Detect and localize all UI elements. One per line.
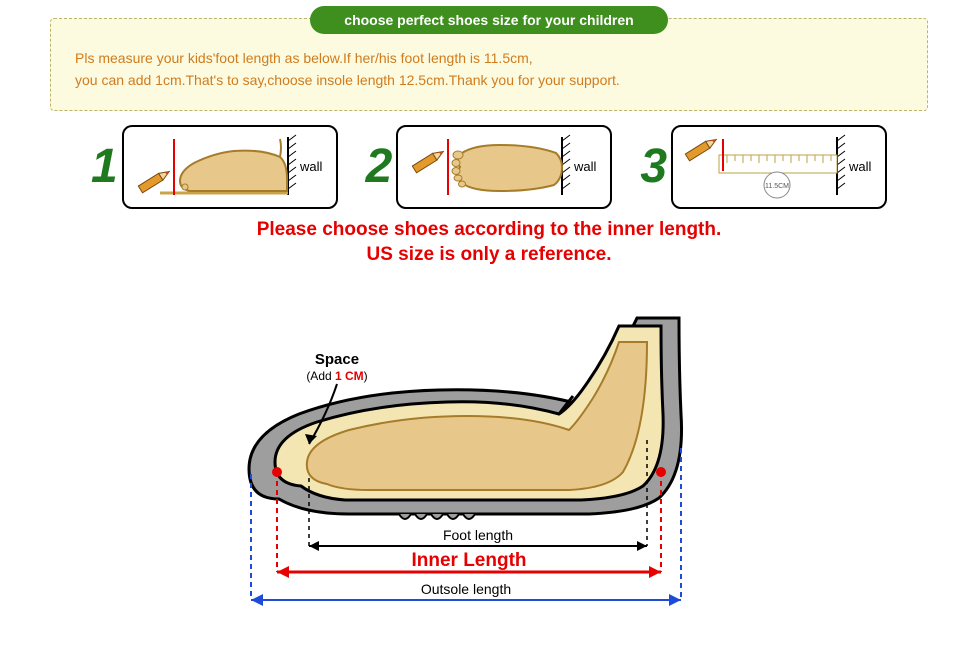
- step-1: 1 wall: [91, 125, 338, 209]
- warning-line-2: US size is only a reference.: [0, 242, 978, 268]
- step-1-panel: wall: [122, 125, 338, 209]
- steps-row: 1 wall: [0, 125, 978, 209]
- wall-label: wall: [848, 159, 872, 174]
- wall-label: wall: [573, 159, 597, 174]
- wall-label: wall: [299, 159, 323, 174]
- step-2-number: 2: [366, 143, 393, 191]
- ruler-value: 11.5CM: [765, 183, 789, 190]
- foot-length-label: Foot length: [443, 527, 513, 543]
- warning-line-1: Please choose shoes according to the inn…: [0, 217, 978, 243]
- space-label: Space: [315, 351, 359, 368]
- step-3-number: 3: [640, 143, 667, 191]
- step-2-panel: wall: [396, 125, 612, 209]
- space-add: (Add 1 CM): [306, 369, 367, 383]
- shoe-diagram: Space (Add 1 CM): [0, 274, 978, 614]
- outsole-length-label: Outsole length: [421, 581, 511, 597]
- step-2: 2 wall: [366, 125, 613, 209]
- step-1-number: 1: [91, 143, 118, 191]
- title-badge: choose perfect shoes size for your child…: [310, 6, 668, 34]
- inner-length-label: Inner Length: [411, 550, 526, 571]
- warning-text: Please choose shoes according to the inn…: [0, 217, 978, 268]
- header-block: choose perfect shoes size for your child…: [50, 6, 928, 111]
- tip-line-2: you can add 1cm.That's to say,choose ins…: [75, 69, 903, 91]
- step-3-panel: wall 11.5CM: [671, 125, 887, 209]
- tip-line-1: Pls measure your kids'foot length as bel…: [75, 47, 903, 69]
- step-3: 3 wall: [640, 125, 887, 209]
